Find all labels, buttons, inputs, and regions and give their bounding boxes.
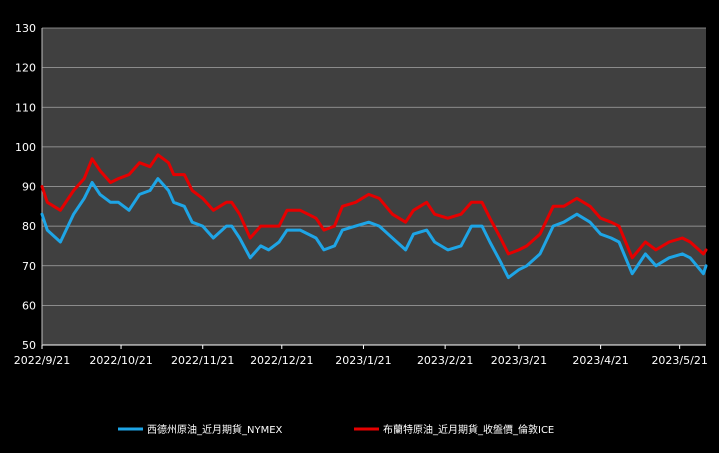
y-tick-label: 130 [15,22,36,35]
y-tick-label: 70 [22,260,36,273]
x-tick-label: 2022/9/21 [14,354,70,367]
x-tick-label: 2023/1/21 [335,354,391,367]
y-tick-label: 60 [22,299,36,312]
y-tick-label: 120 [15,62,36,75]
y-tick-labels: 50 60 70 80 90 100 110 120 130 [15,22,36,352]
series-lines [40,153,708,280]
legend: 西德州原油_近月期貨_NYMEX 布蘭特原油_近月期貨_收盤價_倫敦ICE [118,423,554,436]
x-tick-label: 2023/2/21 [417,354,473,367]
x-tick-label: 2022/12/21 [250,354,313,367]
y-tick-label: 110 [15,101,36,114]
series-line-brent [40,153,708,260]
y-tick-label: 100 [15,141,36,154]
y-tick-label: 80 [22,220,36,233]
series-line-wti [40,177,708,280]
legend-label-wti: 西德州原油_近月期貨_NYMEX [147,423,283,436]
x-tick-label: 2022/10/21 [89,354,152,367]
x-tick-label: 2023/3/21 [491,354,547,367]
x-tick-label: 2022/11/21 [171,354,234,367]
x-tick-labels: 2022/9/21 2022/10/21 2022/11/21 2022/12/21 2… [14,345,708,367]
y-tick-label: 50 [22,339,36,352]
legend-label-brent: 布蘭特原油_近月期貨_收盤價_倫敦ICE [383,423,554,436]
y-tick-label: 90 [22,181,36,194]
x-tick-label: 2023/4/21 [572,354,628,367]
x-tick-label: 2023/5/21 [651,354,707,367]
